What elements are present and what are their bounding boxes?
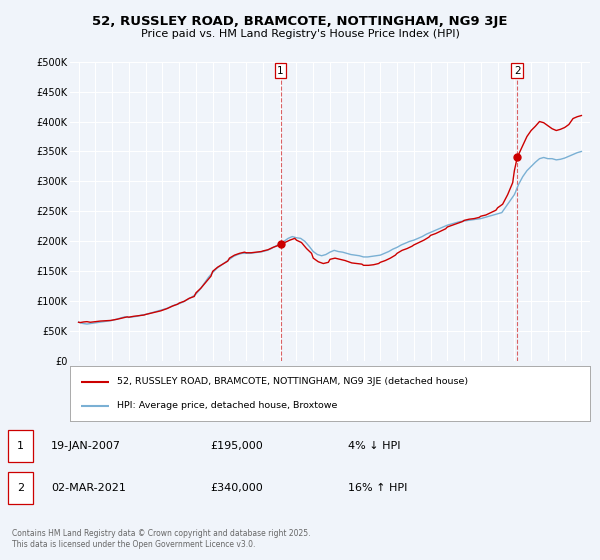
Text: 2: 2 bbox=[514, 66, 521, 76]
Text: Price paid vs. HM Land Registry's House Price Index (HPI): Price paid vs. HM Land Registry's House … bbox=[140, 29, 460, 39]
Text: 4% ↓ HPI: 4% ↓ HPI bbox=[348, 441, 401, 451]
Text: 52, RUSSLEY ROAD, BRAMCOTE, NOTTINGHAM, NG9 3JE: 52, RUSSLEY ROAD, BRAMCOTE, NOTTINGHAM, … bbox=[92, 15, 508, 28]
Text: 19-JAN-2007: 19-JAN-2007 bbox=[51, 441, 121, 451]
Text: 1: 1 bbox=[277, 66, 284, 76]
Text: 2: 2 bbox=[17, 483, 24, 493]
Text: 1: 1 bbox=[17, 441, 24, 451]
Text: 52, RUSSLEY ROAD, BRAMCOTE, NOTTINGHAM, NG9 3JE (detached house): 52, RUSSLEY ROAD, BRAMCOTE, NOTTINGHAM, … bbox=[117, 377, 468, 386]
Text: HPI: Average price, detached house, Broxtowe: HPI: Average price, detached house, Brox… bbox=[117, 402, 337, 410]
Text: £340,000: £340,000 bbox=[210, 483, 263, 493]
Text: 16% ↑ HPI: 16% ↑ HPI bbox=[348, 483, 407, 493]
FancyBboxPatch shape bbox=[8, 430, 33, 462]
Text: £195,000: £195,000 bbox=[210, 441, 263, 451]
Text: 02-MAR-2021: 02-MAR-2021 bbox=[51, 483, 126, 493]
FancyBboxPatch shape bbox=[8, 472, 33, 504]
Text: Contains HM Land Registry data © Crown copyright and database right 2025.
This d: Contains HM Land Registry data © Crown c… bbox=[12, 529, 311, 549]
